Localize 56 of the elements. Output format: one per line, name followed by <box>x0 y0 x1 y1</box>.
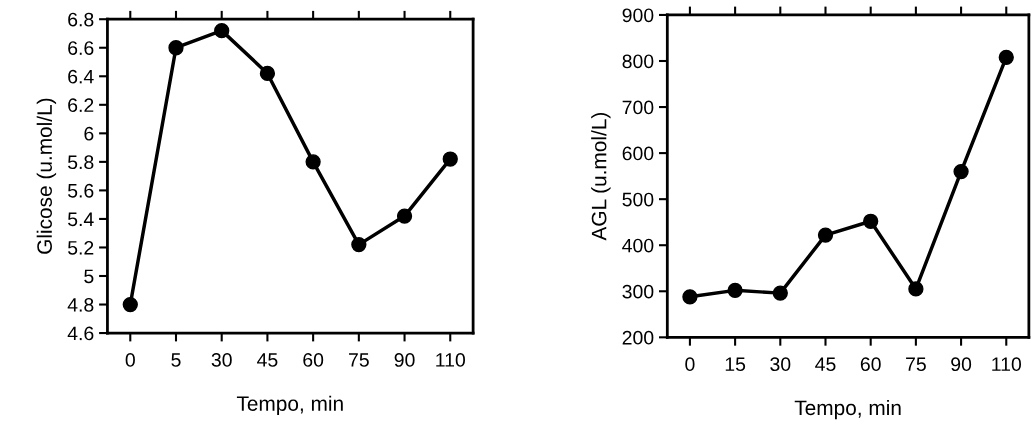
y-tick-label: 500 <box>622 192 654 207</box>
y-tick-label: 5 <box>84 269 94 284</box>
point <box>442 151 458 167</box>
point <box>727 282 743 298</box>
point <box>351 236 367 253</box>
x-tick-label: 30 <box>211 353 232 367</box>
point <box>817 227 834 243</box>
point <box>396 208 413 224</box>
y-tick-label: 400 <box>622 238 654 253</box>
point <box>305 154 321 170</box>
x-tick-label: 90 <box>951 357 972 372</box>
y-tick-label: 800 <box>622 54 654 69</box>
x-tick-label: 45 <box>815 357 836 372</box>
x-tick-label: 110 <box>992 357 1022 372</box>
y-tick-label: 6.6 <box>68 41 94 55</box>
y-tick-label: 5.2 <box>67 240 94 255</box>
y-axis-title: AGL (u.mol/L) <box>591 112 611 241</box>
y-axis-title: Glicose (u.mol/L) <box>36 98 57 254</box>
x-tick-label: 15 <box>725 357 746 372</box>
y-tick-label: 900 <box>622 8 654 23</box>
x-tick-label: 60 <box>303 353 324 367</box>
y-tick-label: 4.6 <box>67 326 94 341</box>
point <box>998 49 1014 65</box>
x-axis-title: Tempo, min <box>794 399 901 420</box>
x-tick-label: 75 <box>349 353 369 367</box>
y-tick-label: 6.4 <box>68 69 94 84</box>
point <box>168 40 184 56</box>
x-tick-label: 75 <box>906 357 926 372</box>
point <box>863 213 879 229</box>
y-tick-label: 700 <box>622 100 654 115</box>
point <box>682 289 698 305</box>
y-tick-label: 5.8 <box>67 155 94 170</box>
y-tick-label: 6.2 <box>68 98 94 113</box>
x-tick-label: 60 <box>860 357 881 372</box>
point <box>122 296 138 313</box>
y-tick-label: 200 <box>622 330 654 345</box>
point <box>772 285 788 301</box>
y-tick-label: 6.8 <box>68 12 94 27</box>
x-tick-label: 110 <box>436 353 465 367</box>
point <box>214 22 230 39</box>
y-tick-label: 5.6 <box>67 183 94 198</box>
point <box>259 65 276 82</box>
y-tick-label: 6 <box>84 126 94 141</box>
x-tick-label: 0 <box>685 357 695 372</box>
x-tick-label: 0 <box>125 353 135 367</box>
y-tick-label: 4.8 <box>67 298 94 312</box>
x-tick-label: 5 <box>171 353 181 367</box>
point <box>908 281 924 297</box>
y-tick-label: 5.4 <box>67 212 94 227</box>
point <box>953 163 969 180</box>
y-tick-label: 600 <box>622 146 654 161</box>
x-axis-title: Tempo, min <box>236 395 343 416</box>
x-tick-label: 90 <box>394 353 415 367</box>
x-tick-label: 45 <box>257 353 278 367</box>
y-tick-label: 300 <box>622 284 654 299</box>
x-tick-label: 30 <box>770 357 791 372</box>
